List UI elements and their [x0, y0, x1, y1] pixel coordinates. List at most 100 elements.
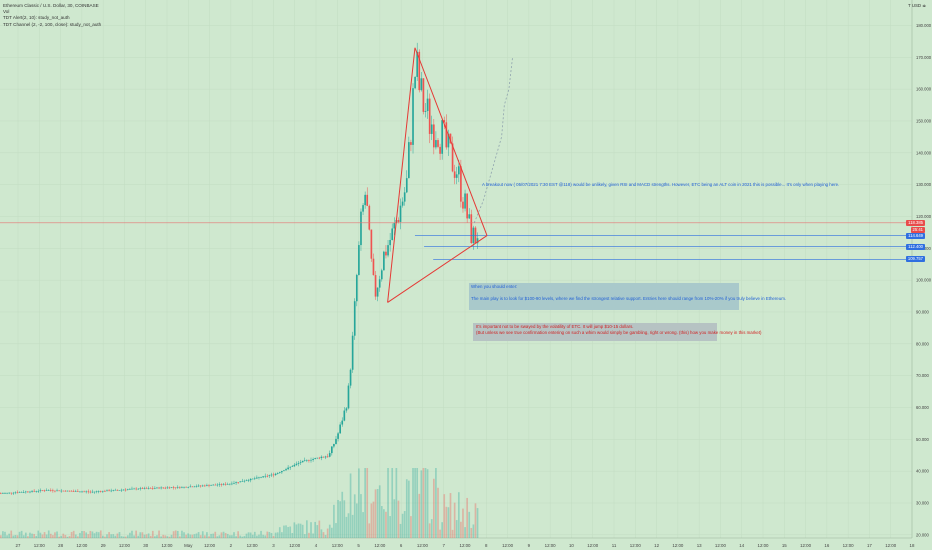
candle-body — [347, 385, 350, 409]
candle-body — [129, 489, 131, 490]
volume-bar — [201, 531, 204, 538]
volume-bar — [108, 532, 110, 538]
x-tick-label: 18 — [910, 543, 915, 548]
candle-body — [258, 477, 260, 479]
volume-bar — [428, 523, 431, 538]
candle-body — [320, 456, 323, 459]
volume-bar — [222, 531, 225, 538]
volume-bar — [47, 530, 50, 538]
volume-bar — [403, 511, 406, 538]
candle-body — [243, 480, 246, 482]
breakout-annotation[interactable]: A breakout now ( 05/07/2021 7:30 EST @11… — [482, 182, 840, 187]
candle-body — [212, 484, 215, 486]
candle-body — [314, 458, 317, 460]
candle-body — [470, 214, 473, 244]
volume-bar — [260, 530, 262, 538]
volume-bar — [272, 536, 275, 538]
volume-bar — [453, 502, 456, 538]
volume-bar — [395, 468, 398, 538]
candle-body — [195, 486, 198, 487]
warning-note[interactable]: It's important not to be swayed by the v… — [473, 323, 762, 341]
volume-bar — [145, 534, 148, 538]
candle-body — [422, 78, 425, 112]
volume-bar — [226, 533, 229, 538]
candle-body — [397, 219, 400, 222]
candle-body — [79, 491, 81, 493]
volume-bar — [218, 535, 221, 538]
x-tick-label: 17 — [867, 543, 872, 548]
volume-bar — [285, 525, 287, 538]
entry-note[interactable]: When you should enter: The main play is … — [469, 283, 786, 310]
candle-body — [147, 488, 150, 489]
candle-body — [476, 238, 479, 244]
volume-bar — [274, 532, 277, 538]
volume-bar — [158, 530, 160, 538]
volume-bar — [8, 533, 10, 538]
volume-bar — [251, 534, 254, 538]
candle-body — [206, 485, 208, 486]
volume-bar — [147, 533, 150, 538]
candle-body — [149, 488, 152, 489]
volume-bar — [39, 532, 42, 538]
candle-body — [385, 251, 387, 256]
candle-body — [81, 491, 83, 493]
price-tag: 109.757 — [905, 256, 925, 263]
volume-bar — [253, 531, 256, 538]
volume-bar — [291, 533, 294, 538]
volume-bar — [79, 532, 81, 538]
candle-body — [289, 466, 292, 468]
volume-bar — [81, 531, 83, 538]
volume-bar — [104, 536, 106, 538]
volume-bar — [324, 534, 327, 538]
x-tick-label: 12:00 — [800, 543, 812, 548]
y-tick-label: 70.000 — [916, 373, 929, 378]
volume-bar — [16, 535, 19, 538]
candle-body — [353, 301, 356, 336]
candle-body — [158, 487, 160, 489]
volume-bar — [430, 519, 433, 538]
candle-body — [201, 485, 204, 487]
volume-bar — [154, 536, 156, 538]
volume-indicator-label[interactable]: Vol — [3, 9, 10, 15]
volume-bar — [318, 520, 321, 538]
x-tick-label: 27 — [16, 543, 21, 548]
candle-body — [116, 489, 119, 491]
currency-selector[interactable]: T USD ≑ — [908, 3, 926, 8]
candle-body — [10, 492, 13, 494]
volume-bar — [141, 532, 144, 538]
volume-bar — [74, 534, 77, 538]
candle-body — [414, 76, 416, 89]
x-tick-label: 12:00 — [758, 543, 770, 548]
volume-bar — [341, 491, 344, 538]
volume-bar — [303, 534, 306, 538]
y-tick-label: 30.000 — [916, 500, 929, 505]
candle-body — [383, 251, 385, 271]
volume-bar — [256, 535, 258, 538]
volume-bar — [295, 524, 298, 538]
volume-bar — [389, 516, 391, 538]
warning-line-1: It's important not to be swayed by the v… — [476, 324, 634, 329]
candle-body — [162, 487, 165, 489]
candle-body — [339, 424, 341, 434]
volume-bar — [320, 529, 323, 538]
volume-bar — [276, 532, 279, 538]
candle-body — [56, 490, 58, 492]
volume-bar — [231, 535, 233, 538]
candle-body — [179, 486, 181, 488]
x-tick-label: May — [184, 543, 193, 548]
volume-bar — [4, 531, 6, 538]
volume-bar — [29, 532, 31, 538]
symbol-title[interactable]: Ethereum Classic / U.S. Dollar, 30, COIN… — [3, 3, 99, 8]
volume-bar — [2, 531, 4, 538]
candle-body — [95, 491, 98, 493]
indicator-channel-label[interactable]: TDT Channel (2, -2, 100, close): study_n… — [3, 21, 102, 27]
volume-bar — [179, 536, 181, 538]
volume-bar — [476, 508, 479, 538]
indicator-alert-label[interactable]: TDT Alert(2, 10): study_not_auth — [3, 15, 70, 21]
volume-bar — [85, 532, 88, 538]
y-tick-label: 170.000 — [916, 55, 932, 60]
y-tick-label: 60.000 — [916, 405, 929, 410]
volume-bar — [397, 500, 400, 538]
